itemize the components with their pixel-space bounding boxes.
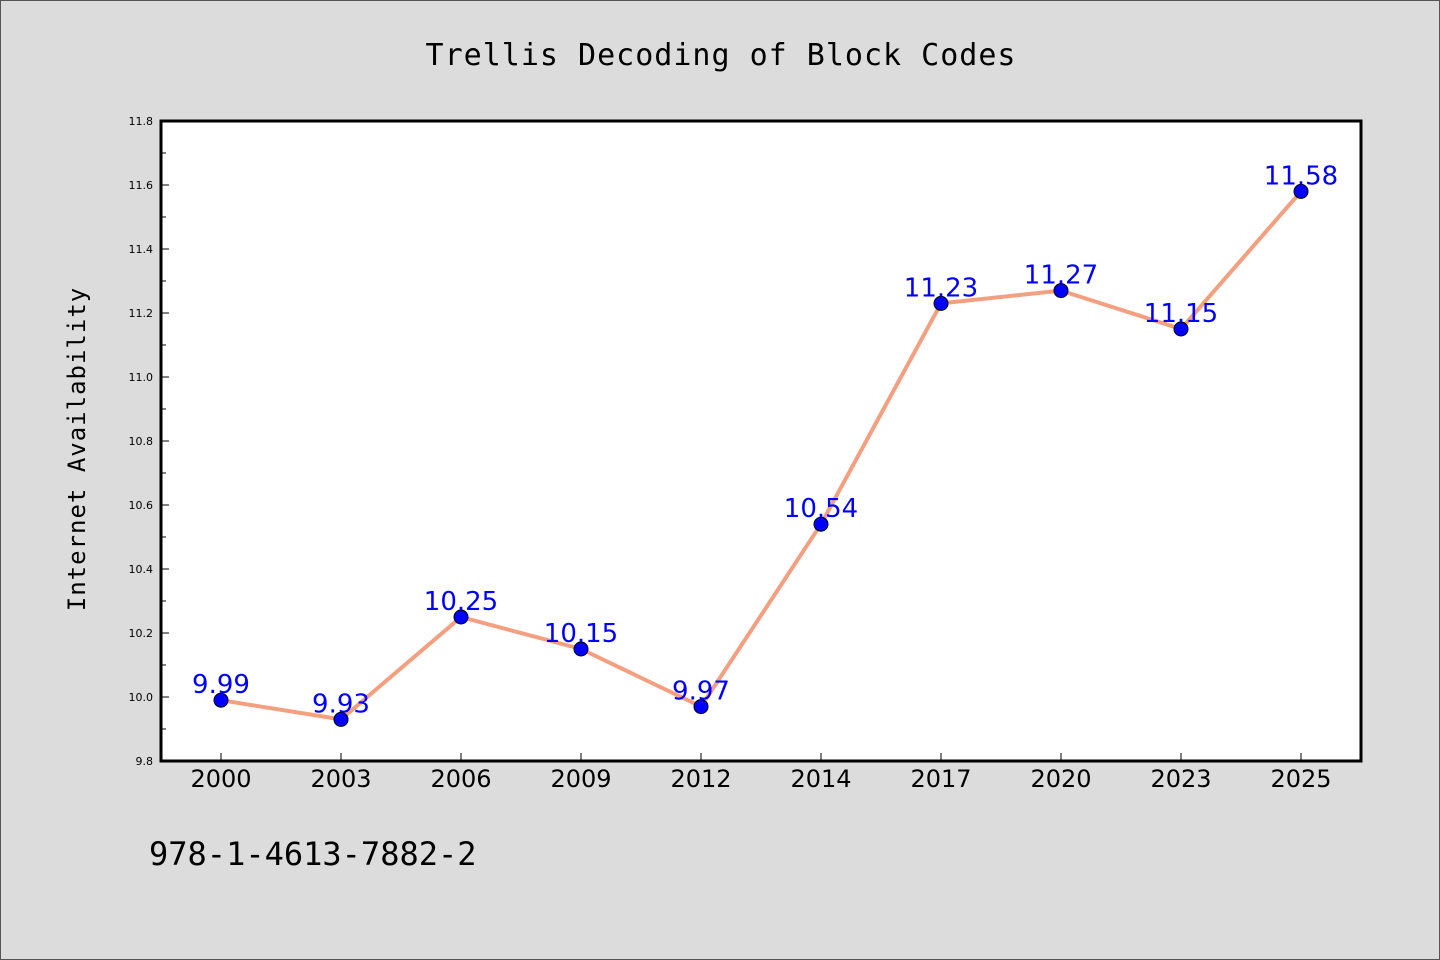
x-tick-label: 2012 [670, 765, 731, 793]
y-tick-label: 10.4 [129, 563, 154, 576]
data-label: 9.99 [192, 670, 250, 700]
data-label: 9.97 [672, 677, 730, 707]
y-tick-label: 10.8 [129, 435, 154, 448]
y-tick-label: 11.0 [129, 371, 154, 384]
data-label: 11.23 [904, 273, 978, 303]
series-group [213, 183, 1309, 727]
data-point [1293, 183, 1309, 199]
y-axis: 9.8 10.0 10.2 10.4 10.6 10.8 11.0 11.2 11.4 11.6 1… [129, 115, 169, 768]
y-tick-label: 9.8 [136, 755, 154, 768]
data-point [573, 641, 589, 657]
y-tick-label: 10.0 [129, 691, 154, 704]
data-point [933, 295, 949, 311]
y-tick-label: 11.8 [129, 115, 154, 128]
data-point [453, 609, 469, 625]
y-axis-label: Internet Availability [63, 287, 91, 611]
data-point [813, 516, 829, 532]
data-label: 11.58 [1264, 161, 1338, 191]
data-label: 10.25 [424, 587, 498, 617]
x-tick-label: 2009 [550, 765, 611, 793]
x-tick-label: 2023 [1150, 765, 1211, 793]
x-tick-label: 2000 [190, 765, 251, 793]
data-label: 10.15 [544, 619, 618, 649]
data-point [1173, 321, 1189, 337]
data-label: 11.15 [1144, 299, 1218, 329]
data-label: 9.93 [312, 689, 370, 719]
chart-title: Trellis Decoding of Block Codes [426, 38, 1017, 73]
y-tick-label: 11.4 [129, 243, 154, 256]
x-tick-label: 2006 [430, 765, 491, 793]
data-label: 11.27 [1024, 261, 1098, 291]
isbn-text: 978-1-4613-7882-2 [149, 835, 477, 873]
x-axis: 2000 2003 2006 2009 2012 2014 2017 2020 2023 2025 [190, 753, 1332, 793]
x-tick-label: 2014 [790, 765, 851, 793]
x-tick-label: 2003 [310, 765, 371, 793]
x-tick-label: 2017 [910, 765, 971, 793]
y-tick-label: 10.6 [129, 499, 154, 512]
y-tick-label: 11.2 [129, 307, 154, 320]
data-labels-group: 9.99 9.93 10.25 10.15 9.97 10.54 11.23 11.27 11.… [192, 161, 1338, 719]
y-tick-label: 11.6 [129, 179, 154, 192]
data-point [693, 699, 709, 715]
data-point [1053, 283, 1069, 299]
x-tick-label: 2025 [1270, 765, 1331, 793]
y-tick-label: 10.2 [129, 627, 154, 640]
plot-area [159, 119, 1363, 763]
data-point [333, 711, 349, 727]
data-label: 10.54 [784, 494, 858, 524]
series-line [220, 190, 1303, 722]
data-point [213, 692, 229, 708]
x-tick-label: 2020 [1030, 765, 1091, 793]
